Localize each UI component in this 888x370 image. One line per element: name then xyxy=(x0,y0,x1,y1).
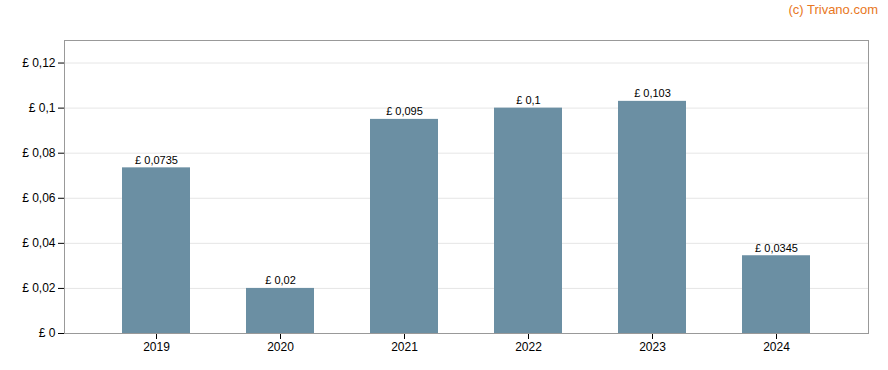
svg-text:£ 0,06: £ 0,06 xyxy=(22,191,56,205)
svg-text:2021: 2021 xyxy=(391,340,418,354)
svg-text:£ 0,0735: £ 0,0735 xyxy=(135,154,178,166)
html-text:(c) Trivano.com: (c) Trivano.com xyxy=(788,2,878,17)
svg-text:£ 0,103: £ 0,103 xyxy=(634,87,671,99)
svg-text:£ 0,08: £ 0,08 xyxy=(22,146,56,160)
svg-text:£ 0,1: £ 0,1 xyxy=(29,101,56,115)
svg-text:£ 0,1: £ 0,1 xyxy=(516,94,540,106)
svg-text:2020: 2020 xyxy=(267,340,294,354)
svg-text:£ 0,0345: £ 0,0345 xyxy=(755,242,798,254)
svg-text:£ 0,02: £ 0,02 xyxy=(22,281,56,295)
svg-text:2022: 2022 xyxy=(515,340,542,354)
svg-text:£ 0,04: £ 0,04 xyxy=(22,236,56,250)
svg-text:2024: 2024 xyxy=(763,340,790,354)
svg-text:£ 0,12: £ 0,12 xyxy=(22,56,56,70)
svg-text:£ 0: £ 0 xyxy=(39,326,56,340)
svg-text:2019: 2019 xyxy=(143,340,170,354)
svg-text:2023: 2023 xyxy=(639,340,666,354)
svg-text:£ 0,095: £ 0,095 xyxy=(386,105,423,117)
svg-text:£ 0,02: £ 0,02 xyxy=(265,274,296,286)
